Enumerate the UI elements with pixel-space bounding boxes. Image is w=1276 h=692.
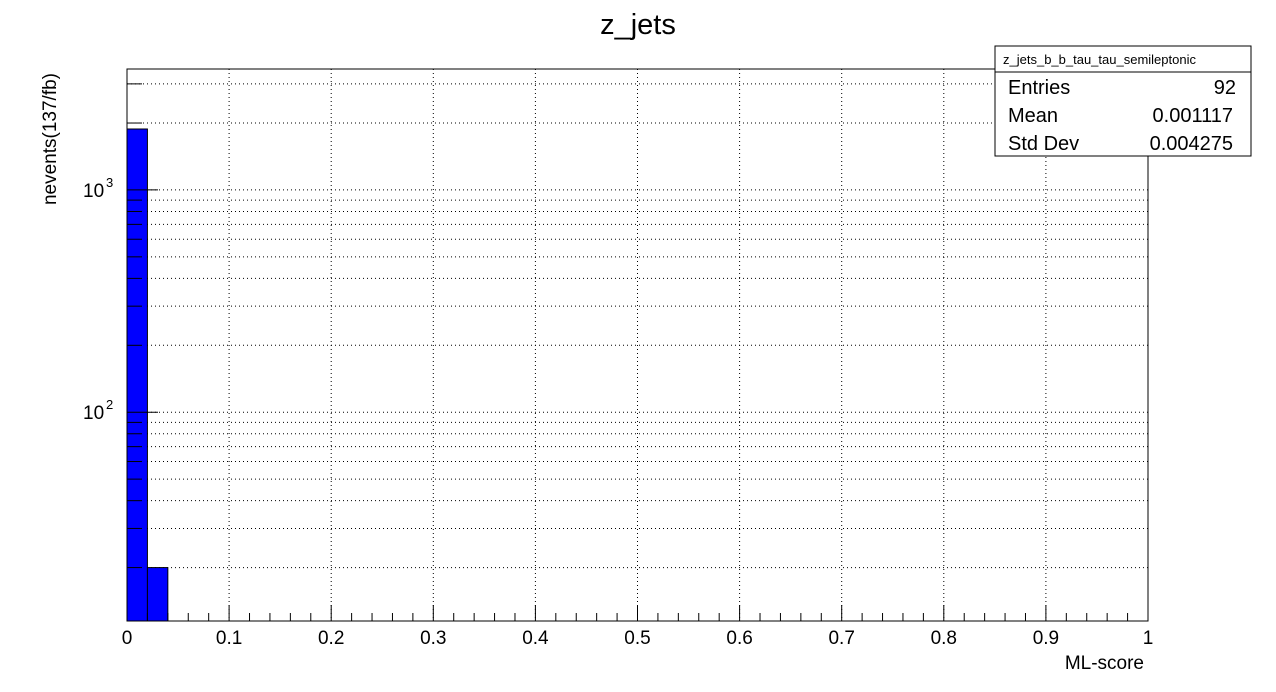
- stats-entries-label: Entries: [1008, 77, 1070, 99]
- x-tick-label: 0.9: [1033, 628, 1059, 649]
- y-tick-label-base: 10: [83, 403, 104, 424]
- x-tick-label: 0.1: [216, 628, 242, 649]
- x-tick-label: 0.5: [624, 628, 650, 649]
- y-tick-label: 10 2: [83, 397, 113, 424]
- histogram-bars: [126, 128, 169, 622]
- x-tick-label: 0: [122, 628, 133, 649]
- stats-mean-value: 0.001117: [1153, 105, 1233, 127]
- y-tick-label: 10 3: [83, 175, 113, 202]
- x-tick-label: 0.4: [522, 628, 549, 649]
- stats-stddev-label: Std Dev: [1008, 133, 1079, 155]
- stats-box: z_jets_b_b_tau_tau_semileptonic Entries …: [994, 45, 1252, 157]
- y-tick-label-base: 10: [83, 181, 104, 202]
- stats-entries-value: 92: [1214, 77, 1236, 99]
- histogram-bar-0: [126, 128, 148, 622]
- stats-box-frame: [994, 45, 1252, 157]
- x-tick-label: 0.3: [420, 628, 446, 649]
- chart-title: z_jets: [600, 9, 676, 41]
- stats-stddev-value: 0.004275: [1150, 133, 1233, 155]
- histogram-bar-1: [146, 567, 169, 622]
- y-tick-label-exponent: 3: [106, 175, 113, 190]
- x-tick-label: 0.2: [318, 628, 344, 649]
- stats-box-name: z_jets_b_b_tau_tau_semileptonic: [1003, 52, 1196, 67]
- x-tick-label: 0.7: [828, 628, 854, 649]
- x-tick-label: 0.6: [726, 628, 752, 649]
- stats-mean-label: Mean: [1008, 105, 1058, 127]
- x-tick-label: 0.8: [931, 628, 957, 649]
- y-axis-label: nevents(137/fb): [40, 73, 61, 205]
- x-axis-label: ML-score: [1065, 653, 1144, 674]
- axis-ticks: [126, 83, 1149, 621]
- grid-lines: [127, 69, 1148, 621]
- y-tick-label-exponent: 2: [106, 397, 113, 412]
- x-tick-label: 1: [1143, 628, 1154, 649]
